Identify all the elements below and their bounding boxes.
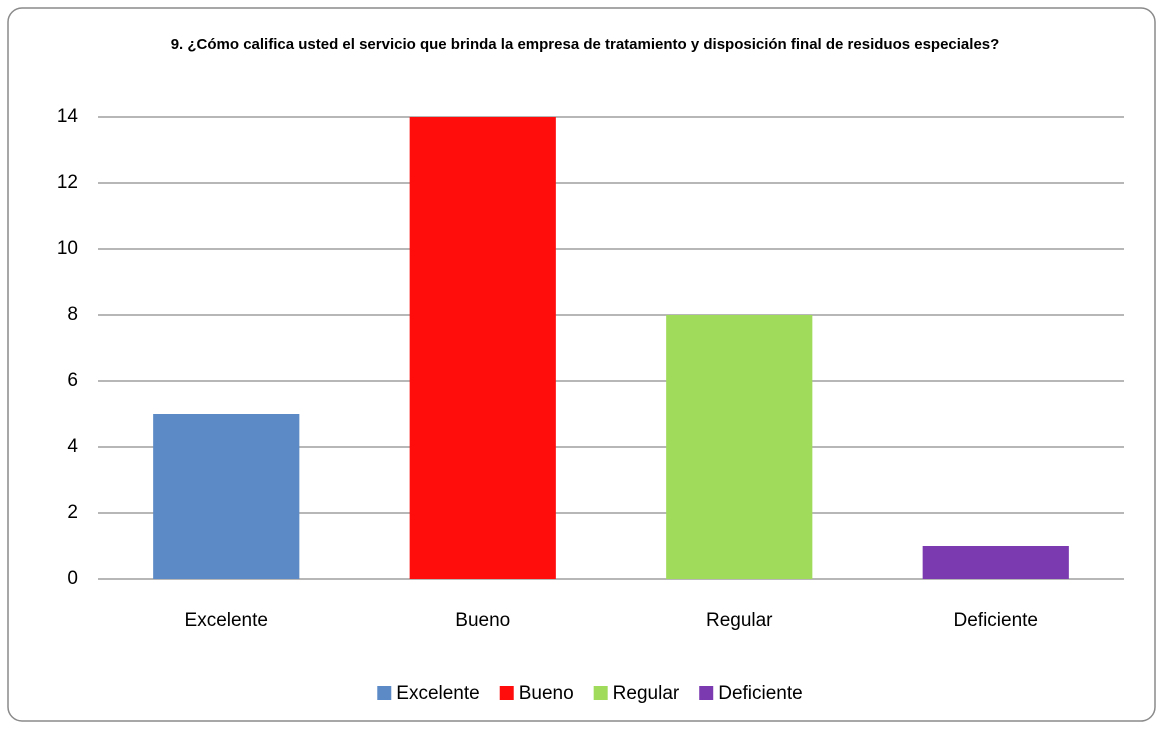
bar (153, 414, 300, 579)
legend-swatch (377, 686, 392, 700)
y-tick-label: 6 (67, 370, 78, 391)
y-tick-label: 4 (67, 436, 78, 457)
y-tick-label: 0 (67, 568, 78, 589)
legend-label: Excelente (396, 683, 479, 704)
y-tick-label: 10 (57, 238, 78, 259)
bar (922, 546, 1069, 579)
legend-label: Bueno (519, 683, 574, 704)
x-tick-label: Bueno (455, 610, 510, 631)
legend-label: Deficiente (718, 683, 803, 704)
legend-label: Regular (613, 683, 680, 704)
y-tick-label: 2 (67, 502, 78, 523)
y-tick-label: 12 (57, 172, 78, 193)
x-tick-label: Deficiente (954, 610, 1039, 631)
legend-swatch (593, 686, 608, 700)
x-tick-label: Regular (706, 610, 773, 631)
chart-title: 9. ¿Cómo califica usted el servicio que … (170, 36, 1000, 53)
bar (409, 117, 556, 579)
bar (666, 315, 813, 579)
legend-swatch (499, 686, 514, 700)
y-tick-label: 8 (67, 304, 78, 325)
legend-swatch (699, 686, 714, 700)
y-tick-label: 14 (57, 106, 79, 127)
x-tick-label: Excelente (185, 610, 268, 631)
